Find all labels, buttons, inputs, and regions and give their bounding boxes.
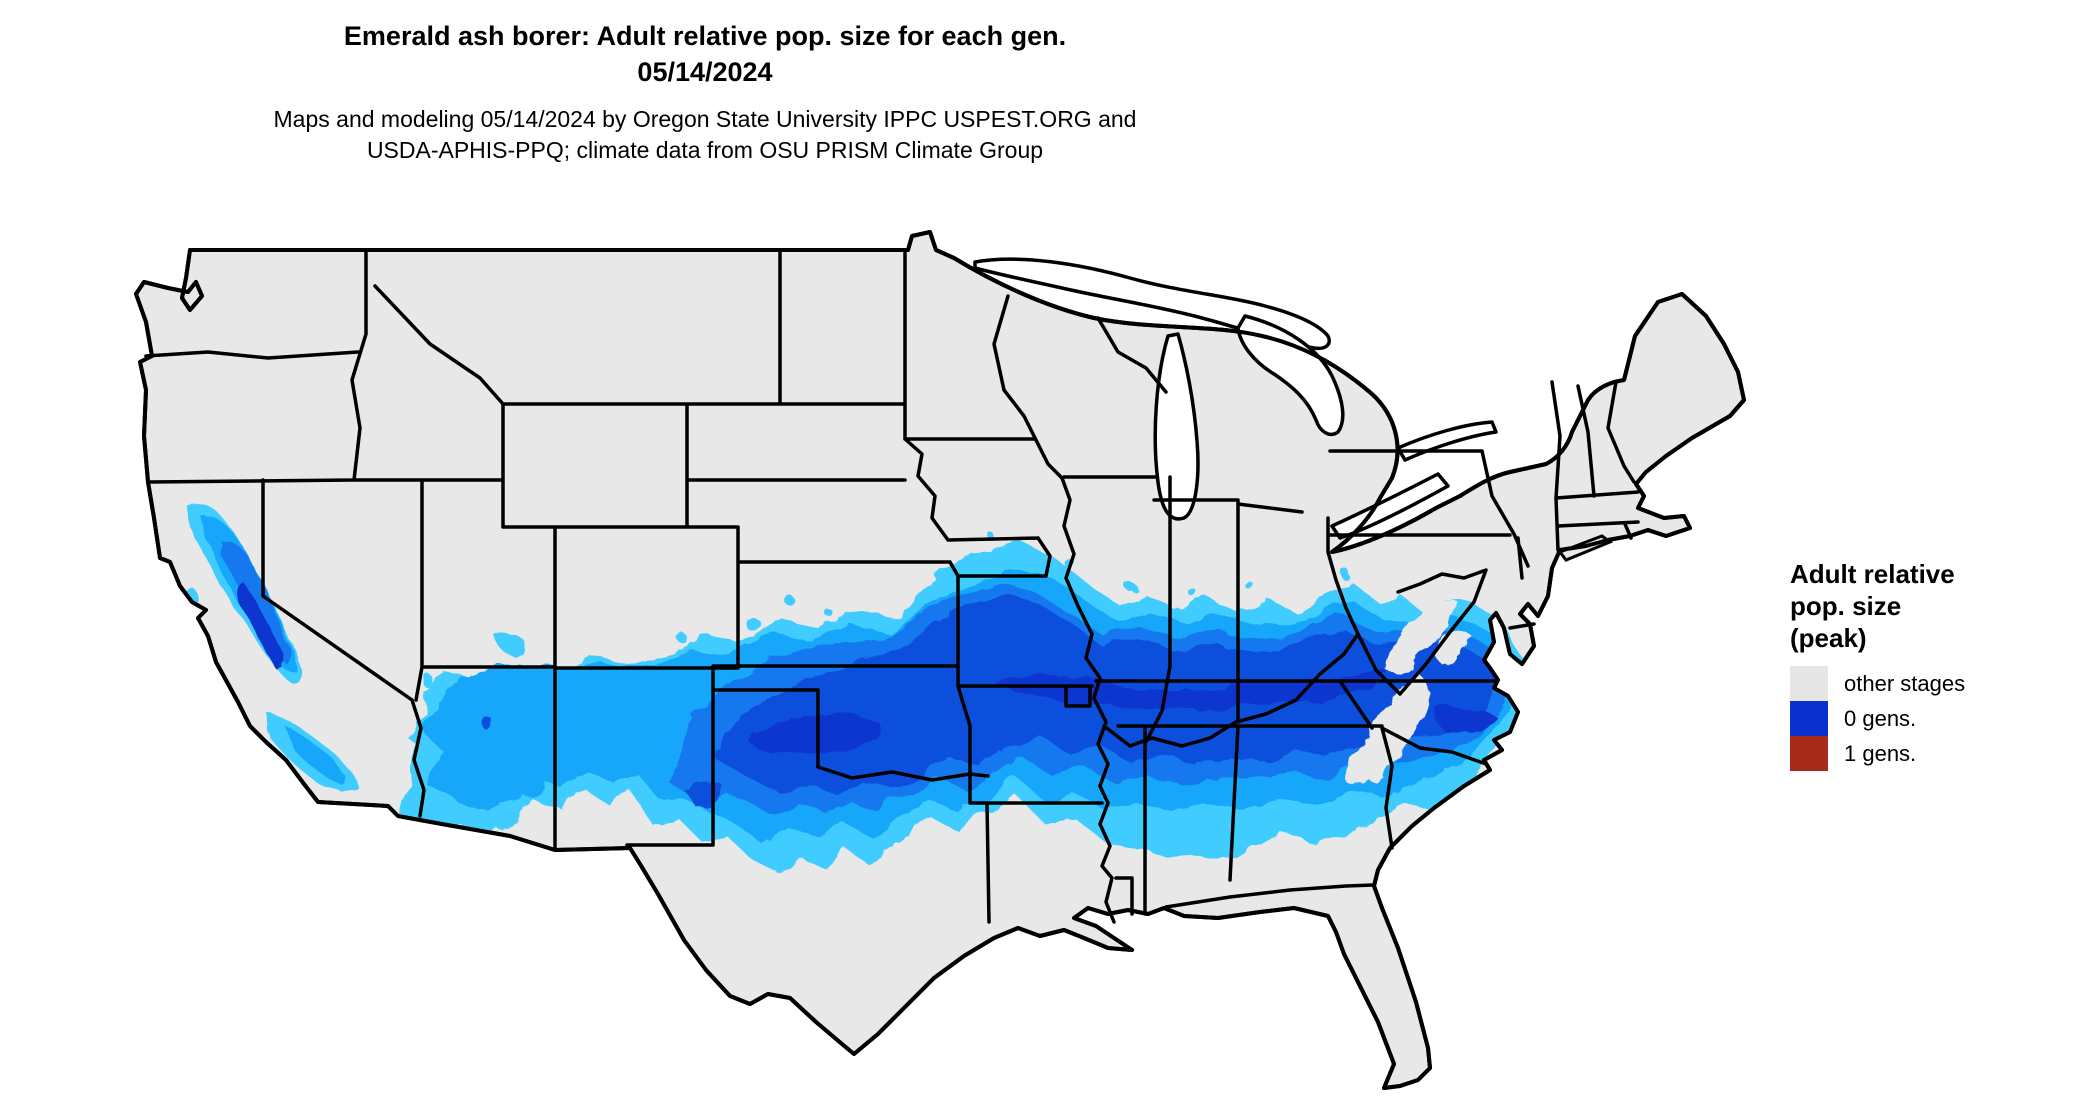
lake-michigan (1153, 332, 1200, 521)
pop-shade-peak-oklahoma (750, 713, 882, 755)
state-borders (144, 248, 1640, 924)
map-subtitle: Maps and modeling 05/14/2024 by Oregon S… (55, 104, 1355, 166)
pop-shade-high-az-speck (484, 720, 496, 732)
map-title: Emerald ash borer: Adult relative pop. s… (343, 21, 1067, 51)
pop-speck (1186, 586, 1194, 594)
us-map (134, 230, 1746, 1090)
legend-label-1-gens: 1 gens. (1844, 740, 1917, 766)
subtitle-line-2: USDA-APHIS-PPQ; climate data from OSU PR… (366, 137, 1044, 163)
va-gray-gap (1437, 632, 1474, 666)
pop-speck (1246, 582, 1254, 590)
pop-speck (743, 614, 757, 628)
legend-title: Adult relative pop. size (peak) (1790, 558, 2090, 654)
legend-title-line-2: pop. size (1790, 591, 1902, 621)
lake-erie (1330, 472, 1450, 540)
legend-title-line-1: Adult relative (1790, 559, 1955, 589)
pop-shade-low-utah-speck (495, 632, 527, 658)
legend: Adult relative pop. size (peak) other st… (1790, 558, 2090, 771)
legend-item-1-gens: 1 gens. (1790, 736, 2090, 771)
subtitle-line-1: Maps and modeling 05/14/2024 by Oregon S… (273, 106, 1137, 132)
legend-swatch-1-gens (1790, 736, 1828, 771)
pop-shade-peak-california (237, 581, 281, 668)
legend-label-other-stages: other stages (1844, 670, 1966, 696)
pop-speck (675, 631, 685, 641)
pop-shade-mid1-arizona (420, 702, 543, 798)
pop-speck (1340, 569, 1350, 579)
legend-item-other-stages: other stages (1790, 666, 2090, 701)
pop-speck (1125, 581, 1135, 591)
pop-speck (785, 596, 795, 606)
legend-item-0-gens: 0 gens. (1790, 701, 2090, 736)
wv-gray-gap (1388, 599, 1462, 674)
legend-title-line-3: (peak) (1790, 623, 1867, 653)
map-title-date: 05/14/2024 (637, 57, 773, 87)
pop-speck (826, 610, 834, 618)
great-lakes (973, 257, 1498, 540)
legend-items: other stages 0 gens. 1 gens. (1790, 666, 2090, 771)
header: Emerald ash borer: Adult relative pop. s… (55, 18, 1355, 166)
legend-swatch-0-gens (1790, 701, 1828, 736)
pop-shade-mid1-socal (285, 726, 344, 784)
map-container (90, 166, 1790, 1116)
pop-shade-peak-nc-coast (1433, 704, 1498, 733)
legend-swatch-other-stages (1790, 666, 1828, 701)
legend-label-0-gens: 0 gens. (1844, 705, 1917, 731)
